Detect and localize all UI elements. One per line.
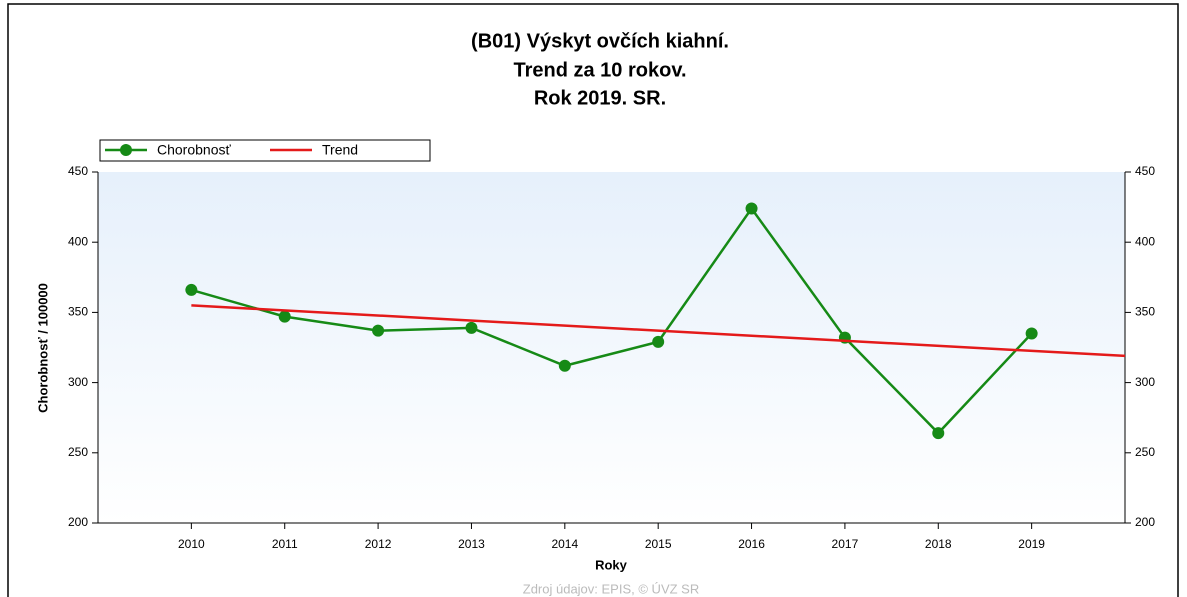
legend-label: Trend bbox=[322, 142, 358, 158]
legend-marker bbox=[120, 144, 132, 156]
chart-subtitle: Trend za 10 rokov. bbox=[513, 59, 686, 81]
point bbox=[558, 359, 571, 372]
x-tick-label: 2016 bbox=[738, 537, 765, 551]
x-axis-label: Roky bbox=[595, 557, 628, 572]
source: Zdroj údajov: EPIS, © ÚVZ SR bbox=[523, 581, 699, 596]
y-tick-label: 350 bbox=[68, 305, 88, 319]
y2-tick-label: 400 bbox=[1135, 234, 1155, 248]
y-tick-label: 250 bbox=[68, 445, 88, 459]
x-tick-label: 2011 bbox=[272, 537, 298, 551]
y2-tick-label: 200 bbox=[1135, 515, 1155, 529]
x-tick-label: 2013 bbox=[458, 537, 485, 551]
x-tick-label: 2015 bbox=[645, 537, 672, 551]
x-tick-label: 2018 bbox=[925, 537, 952, 551]
point bbox=[745, 202, 758, 215]
point bbox=[652, 335, 665, 348]
y-tick-label: 200 bbox=[68, 515, 88, 529]
x-tick-label: 2012 bbox=[365, 537, 392, 551]
chart-subtitle: Rok 2019. SR. bbox=[534, 87, 666, 109]
x-tick-label: 2019 bbox=[1018, 537, 1045, 551]
x-tick-label: 2010 bbox=[178, 537, 205, 551]
point bbox=[372, 324, 385, 337]
y-tick-label: 450 bbox=[68, 164, 88, 178]
line-series bbox=[191, 206, 1033, 435]
x-tick-label: 2014 bbox=[551, 537, 578, 551]
point bbox=[465, 321, 478, 334]
line-series bbox=[191, 304, 1126, 358]
point bbox=[185, 283, 198, 296]
frame bbox=[7, 3, 1179, 597]
legend bbox=[99, 139, 431, 162]
chart-title: (B01) Výskyt ovčích kiahní. bbox=[471, 30, 729, 52]
point bbox=[278, 310, 291, 323]
point bbox=[932, 427, 945, 440]
point bbox=[1025, 327, 1038, 340]
y2-tick-label: 350 bbox=[1135, 305, 1155, 319]
x-tick-label: 2017 bbox=[832, 537, 859, 551]
y2-tick-label: 250 bbox=[1135, 445, 1155, 459]
y-axis-label: Chorobnosť / 100000 bbox=[35, 283, 50, 413]
y-tick-label: 400 bbox=[68, 234, 88, 248]
y2-tick-label: 450 bbox=[1135, 164, 1155, 178]
y-tick-label: 300 bbox=[68, 375, 88, 389]
y2-tick-label: 300 bbox=[1135, 375, 1155, 389]
legend-label: Chorobnosť bbox=[157, 142, 231, 158]
